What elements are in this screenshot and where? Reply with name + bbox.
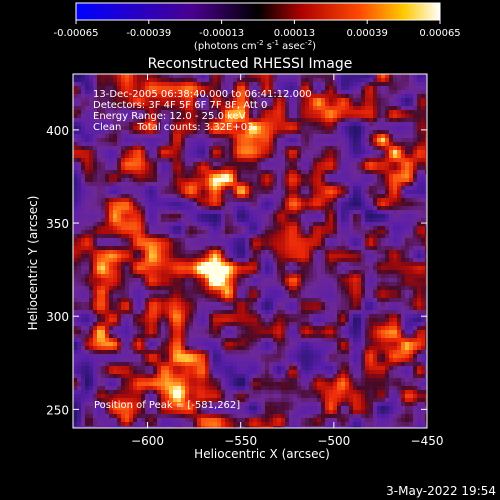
plot-frame <box>72 73 428 429</box>
y-tick-label: 350 <box>46 217 69 231</box>
annotation-block: 13-Dec-2005 06:38:40.000 to 06:41:12.000… <box>93 89 312 133</box>
chart-title: Reconstructed RHESSI Image <box>148 56 353 72</box>
y-tick-label: 250 <box>46 403 69 417</box>
x-tick-label: −450 <box>411 434 444 448</box>
colorbar-tick-label: 0.00013 <box>274 28 315 39</box>
colorbar-tick-label: 0.00039 <box>347 28 388 39</box>
x-axis-label: Heliocentric X (arcsec) <box>194 447 330 461</box>
colorbar-labels: -0.00065 -0.00039 -0.00013 0.00013 0.00039 0.… <box>54 28 461 39</box>
y-tick-label: 300 <box>46 310 69 324</box>
annotation-time-range: 13-Dec-2005 06:38:40.000 to 06:41:12.000 <box>93 89 312 100</box>
annotation-clean-counts: Clean Total counts: 3.32E+03 <box>93 122 253 133</box>
colorbar-unit-label: (photons cm-2 s-1 asec-2) <box>194 39 316 52</box>
colorbar-tick-label: -0.00039 <box>126 28 171 39</box>
y-tick-label: 400 <box>46 124 69 138</box>
y-axis: 250 300 350 400 <box>46 124 427 417</box>
x-axis: −600 −550 −500 −450 <box>131 74 443 448</box>
annotation-detectors: Detectors: 3F 4F 5F 6F 7F 8F, Att 0 <box>93 100 267 111</box>
colorbar-ticks <box>75 20 441 24</box>
x-tick-label: −600 <box>131 434 164 448</box>
colorbar-tick-label: -0.00013 <box>199 28 244 39</box>
heatmap-image <box>73 74 427 428</box>
x-tick-label: −550 <box>224 434 257 448</box>
annotation-peak-position: Position of Peak = [-581,262] <box>94 400 240 411</box>
colorbar-tick-label: -0.00065 <box>54 28 99 39</box>
x-tick-label: −500 <box>317 434 350 448</box>
colorbar-tick-label: 0.00065 <box>419 28 460 39</box>
colorbar <box>75 2 441 21</box>
plot-date-stamp: 3-May-2022 19:54 <box>386 484 496 498</box>
annotation-energy-range: Energy Range: 12.0 - 25.0 keV <box>93 111 246 122</box>
y-axis-label: Heliocentric Y (arcsec) <box>26 196 40 331</box>
